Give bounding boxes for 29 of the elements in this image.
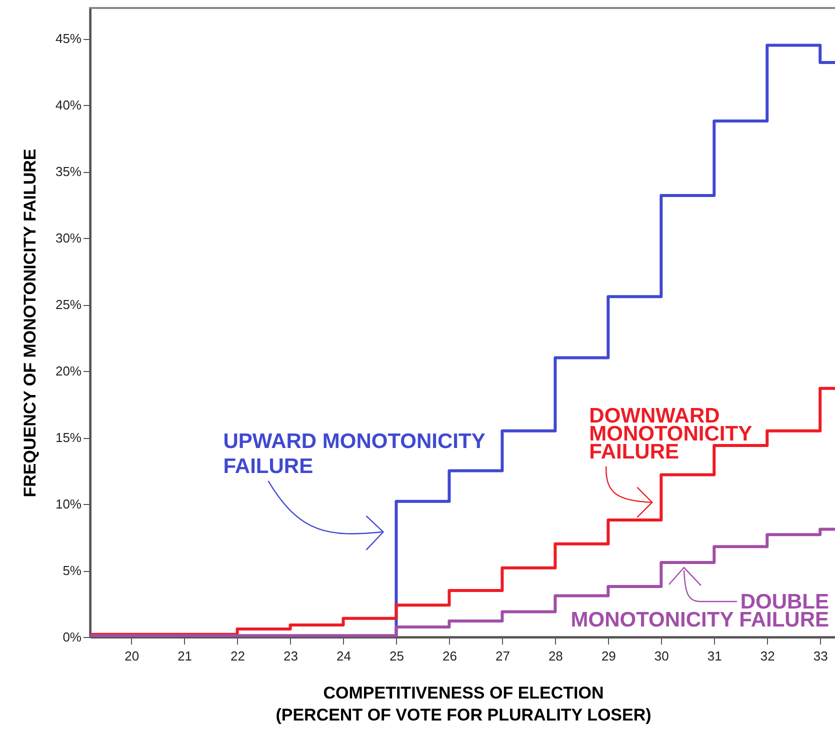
- x-tick-label: 21: [178, 648, 192, 664]
- x-tick-label: 32: [760, 648, 775, 664]
- y-tick-label: 15%: [55, 430, 82, 446]
- x-tick-label: 22: [230, 648, 246, 664]
- annotation: DOWNWARD MONOTONICITY FAILURE: [589, 404, 752, 464]
- y-tick-label: 5%: [62, 563, 82, 578]
- x-tick-label: 28: [548, 648, 563, 664]
- x-tick-label: 20: [124, 648, 140, 664]
- x-tick-label: 33: [813, 648, 828, 664]
- y-axis-title: FREQUENCY OF MONOTONICITY FAILURE: [20, 148, 40, 498]
- x-tick-label: 30: [654, 648, 669, 664]
- y-tick-label: 30%: [55, 230, 82, 246]
- y-tick-label: 0%: [62, 630, 82, 644]
- x-tick-label: 25: [390, 648, 404, 664]
- y-tick-label: 25%: [55, 297, 82, 312]
- y-tick-label: 20%: [55, 364, 82, 379]
- y-tick-label: 45%: [55, 31, 82, 46]
- x-tick-label: 27: [495, 648, 510, 664]
- x-tick-label: 31: [707, 648, 722, 664]
- y-tick-label: 40%: [55, 98, 82, 113]
- x-tick-label: 23: [284, 648, 298, 664]
- annotation: DOUBLE MONOTONICITY FAILURE: [570, 590, 829, 632]
- y-tick-label: 10%: [55, 496, 82, 512]
- x-tick-label: 26: [442, 648, 457, 664]
- x-axis-title: COMPETITIVENESS OF ELECTION (PERCENT OF VOTE FOR PLURALITY LOSER): [276, 684, 652, 724]
- x-tick-label: 24: [336, 648, 351, 664]
- x-tick-label: 29: [601, 648, 616, 664]
- annotation: UPWARD MONOTONICITY FAILURE: [223, 430, 486, 478]
- y-tick-label: 35%: [55, 164, 82, 180]
